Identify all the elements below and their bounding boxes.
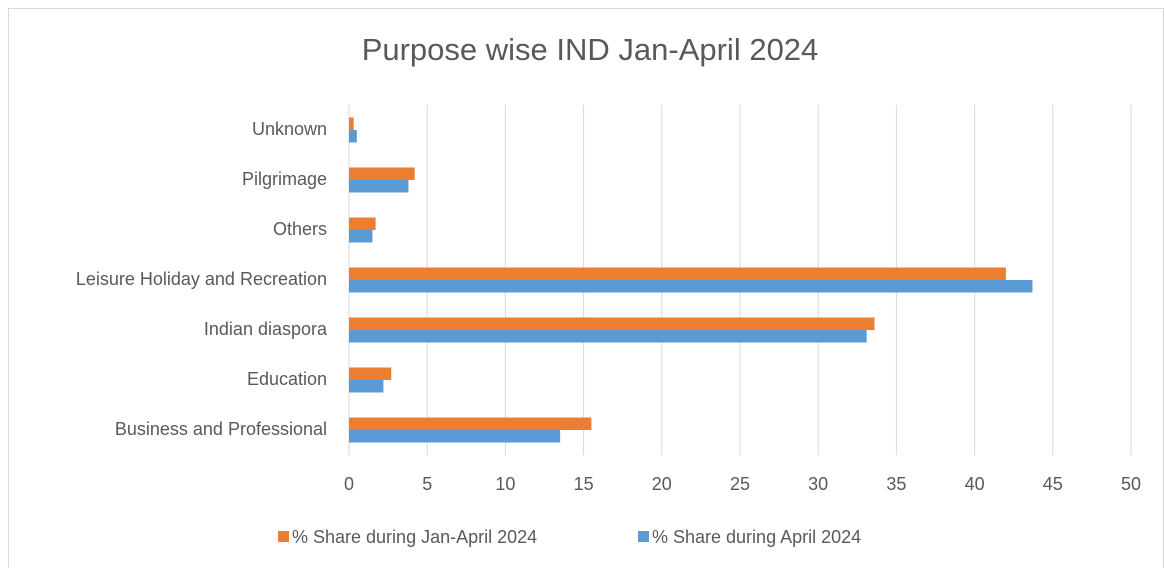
y-tick-label: Leisure Holiday and Recreation bbox=[76, 269, 327, 289]
y-tick-label: Business and Professional bbox=[115, 419, 327, 439]
bar bbox=[349, 280, 1033, 293]
bar bbox=[349, 380, 384, 393]
bar bbox=[349, 130, 357, 143]
x-tick-label: 0 bbox=[344, 474, 354, 494]
legend-label: % Share during Jan-April 2024 bbox=[292, 527, 537, 547]
y-tick-label: Education bbox=[247, 369, 327, 389]
bar bbox=[349, 430, 561, 443]
bar bbox=[349, 167, 415, 180]
y-tick-label: Others bbox=[273, 219, 327, 239]
legend-swatch bbox=[638, 531, 649, 542]
bar bbox=[349, 217, 376, 230]
bar bbox=[349, 117, 354, 130]
bar bbox=[349, 230, 373, 243]
bar bbox=[349, 267, 1006, 280]
x-tick-label: 50 bbox=[1121, 474, 1141, 494]
y-tick-label: Pilgrimage bbox=[242, 169, 327, 189]
x-tick-label: 15 bbox=[574, 474, 594, 494]
x-tick-label: 10 bbox=[495, 474, 515, 494]
bar bbox=[349, 330, 867, 343]
bar bbox=[349, 367, 392, 380]
legend-swatch bbox=[278, 531, 289, 542]
y-tick-label: Unknown bbox=[252, 119, 327, 139]
x-tick-label: 35 bbox=[886, 474, 906, 494]
bar bbox=[349, 317, 875, 330]
x-tick-label: 5 bbox=[422, 474, 432, 494]
x-tick-label: 25 bbox=[730, 474, 750, 494]
chart-title: Purpose wise IND Jan-April 2024 bbox=[362, 32, 819, 67]
y-tick-label: Indian diaspora bbox=[204, 319, 328, 339]
x-tick-label: 20 bbox=[652, 474, 672, 494]
bar bbox=[349, 417, 592, 430]
x-tick-label: 40 bbox=[965, 474, 985, 494]
legend-label: % Share during April 2024 bbox=[652, 527, 861, 547]
x-tick-label: 30 bbox=[808, 474, 828, 494]
x-tick-label: 45 bbox=[1043, 474, 1063, 494]
bar bbox=[349, 180, 409, 193]
